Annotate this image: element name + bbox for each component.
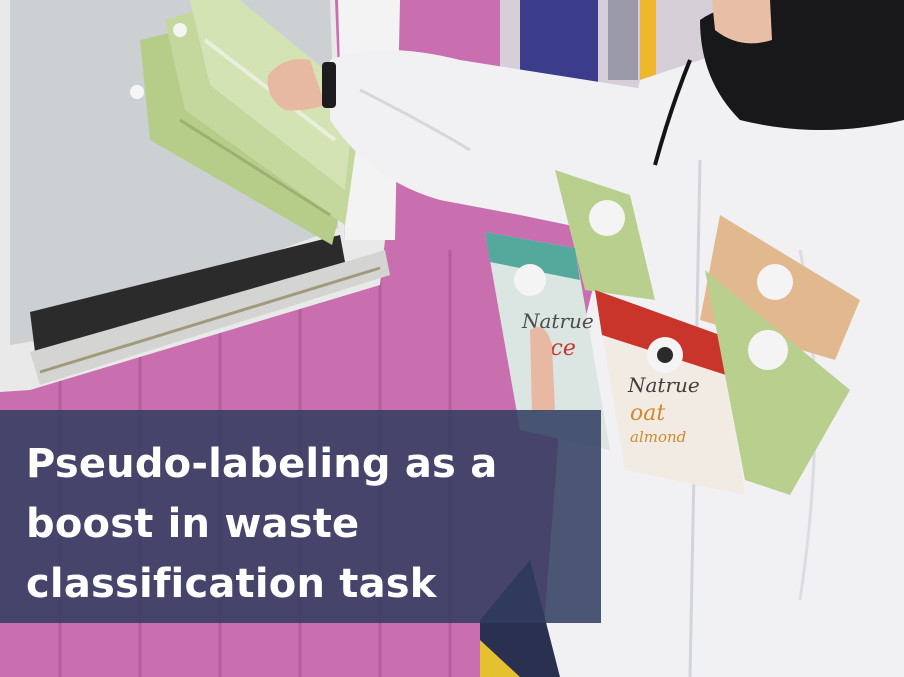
headline-overlay: Pseudo-labeling as a boost in waste clas… xyxy=(0,410,601,623)
sleeve-cuff xyxy=(322,62,336,108)
headline-line-2: boost in waste xyxy=(26,501,360,547)
carton-flavor-oat: oat xyxy=(630,401,665,426)
headline-title: Pseudo-labeling as a boost in waste clas… xyxy=(26,434,581,614)
slot-rust-line xyxy=(39,266,381,374)
hand xyxy=(267,59,325,111)
sleeve-fold xyxy=(359,88,471,152)
carton-brand-oat: Natrue xyxy=(627,373,700,397)
drawstring xyxy=(653,59,692,166)
carton-flavor-almond: almond xyxy=(630,428,686,446)
background-sign xyxy=(640,0,656,80)
headline-line-1: Pseudo-labeling as a xyxy=(26,441,498,487)
chin xyxy=(712,0,772,44)
headline-line-3: classification task xyxy=(26,561,437,607)
holding-fingers xyxy=(530,327,555,412)
background-pole xyxy=(608,0,638,80)
slot-sill xyxy=(30,250,390,385)
yellow-object xyxy=(480,640,520,677)
slot-opening xyxy=(30,235,345,352)
